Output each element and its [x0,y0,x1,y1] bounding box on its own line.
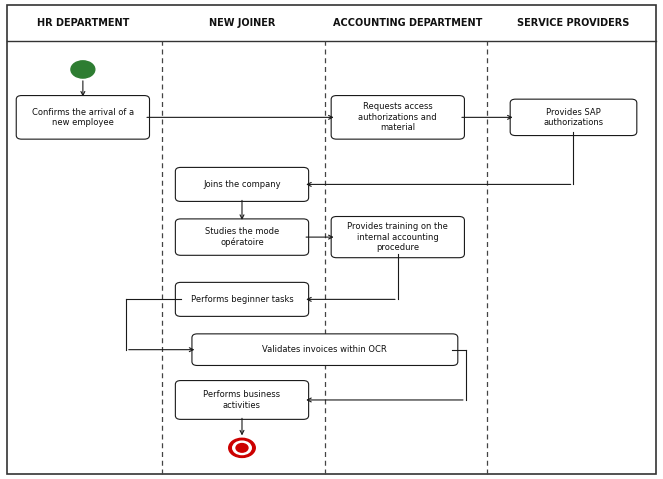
Circle shape [229,438,255,457]
Text: Performs beginner tasks: Performs beginner tasks [191,295,293,304]
Circle shape [71,61,95,78]
FancyBboxPatch shape [331,96,464,139]
Text: SERVICE PROVIDERS: SERVICE PROVIDERS [517,18,630,28]
Circle shape [236,444,248,452]
Text: Performs business
activities: Performs business activities [204,390,280,410]
Text: Studies the mode
opératoire: Studies the mode opératoire [205,227,279,247]
FancyBboxPatch shape [175,380,308,420]
Text: HR DEPARTMENT: HR DEPARTMENT [36,18,129,28]
FancyBboxPatch shape [175,167,308,201]
Circle shape [233,441,251,455]
Text: Validates invoices within OCR: Validates invoices within OCR [263,345,387,354]
Text: Confirms the arrival of a
new employee: Confirms the arrival of a new employee [32,108,134,127]
Text: Joins the company: Joins the company [203,180,281,189]
FancyBboxPatch shape [175,283,308,317]
Text: Provides SAP
authorizations: Provides SAP authorizations [544,108,603,127]
FancyBboxPatch shape [192,334,457,365]
FancyBboxPatch shape [331,217,464,258]
Text: NEW JOINER: NEW JOINER [209,18,275,28]
FancyBboxPatch shape [175,219,308,255]
Text: ACCOUNTING DEPARTMENT: ACCOUNTING DEPARTMENT [333,18,483,28]
Text: Requests access
authorizations and
material: Requests access authorizations and mater… [359,103,437,132]
FancyBboxPatch shape [511,99,636,136]
FancyBboxPatch shape [16,96,150,139]
Text: Provides training on the
internal accounting
procedure: Provides training on the internal accoun… [347,222,448,252]
